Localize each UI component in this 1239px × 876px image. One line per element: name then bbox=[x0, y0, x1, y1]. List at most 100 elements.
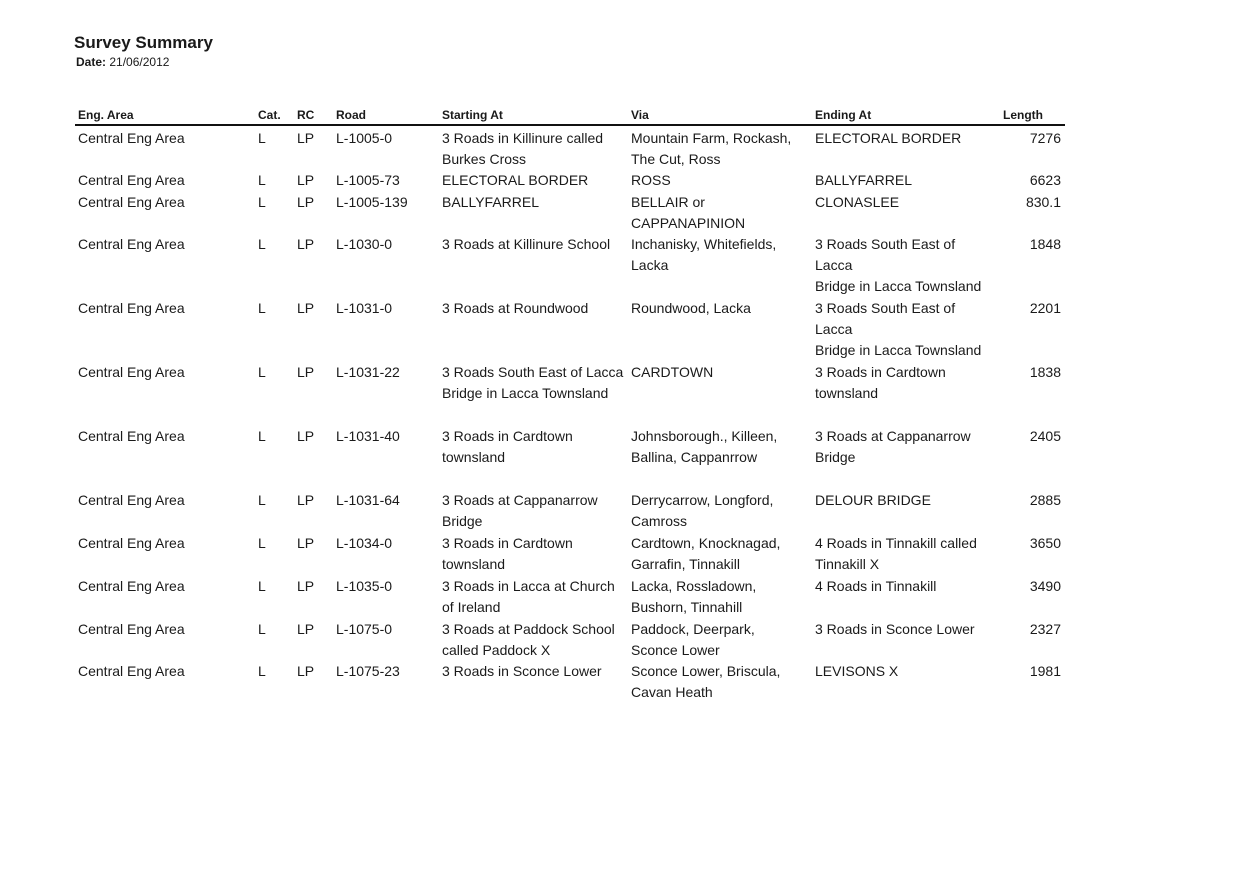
cell-length: 2885 bbox=[1029, 492, 1061, 508]
cell-cat: L bbox=[258, 492, 266, 508]
cell-via: ROSS bbox=[631, 172, 671, 188]
cell-road: L-1005-0 bbox=[336, 130, 393, 146]
cell-ending-at: 3 Roads South East of Lacca Bridge in La… bbox=[815, 300, 982, 358]
cell-eng-area: Central Eng Area bbox=[78, 621, 185, 637]
cell-via: Sconce Lower, Briscula, Cavan Heath bbox=[631, 663, 781, 700]
cell-eng-area: Central Eng Area bbox=[78, 300, 185, 316]
cell-rc: LP bbox=[297, 236, 315, 252]
cell-starting-at: BALLYFARREL bbox=[442, 194, 540, 210]
cell-starting-at: 3 Roads at Roundwood bbox=[442, 300, 589, 316]
column-header-length: Length bbox=[1003, 108, 1043, 122]
cell-eng-area: Central Eng Area bbox=[78, 492, 185, 508]
cell-cat: L bbox=[258, 194, 266, 210]
cell-eng-area: Central Eng Area bbox=[78, 172, 185, 188]
cell-cat: L bbox=[258, 578, 266, 594]
cell-ending-at: CLONASLEE bbox=[815, 194, 900, 210]
cell-eng-area: Central Eng Area bbox=[78, 578, 185, 594]
cell-via: Paddock, Deerpark, Sconce Lower bbox=[631, 621, 755, 658]
date-label: Date: bbox=[76, 55, 107, 69]
cell-ending-at: 3 Roads in Cardtown townsland bbox=[815, 364, 946, 401]
column-header-eng-area: Eng. Area bbox=[78, 108, 134, 122]
cell-length: 6623 bbox=[1029, 172, 1061, 188]
cell-length: 830.1 bbox=[1025, 194, 1061, 210]
cell-cat: L bbox=[258, 535, 266, 551]
cell-road: L-1034-0 bbox=[336, 535, 393, 551]
date-value: 21/06/2012 bbox=[109, 55, 170, 69]
cell-eng-area: Central Eng Area bbox=[78, 663, 185, 679]
cell-length: 2327 bbox=[1029, 621, 1061, 637]
cell-ending-at: 3 Roads South East of Lacca Bridge in La… bbox=[815, 236, 982, 294]
cell-starting-at: 3 Roads in Lacca at Church of Ireland bbox=[442, 578, 615, 615]
cell-rc: LP bbox=[297, 492, 315, 508]
column-header-starting-at: Starting At bbox=[442, 108, 503, 122]
cell-road: L-1031-0 bbox=[336, 300, 393, 316]
cell-eng-area: Central Eng Area bbox=[78, 535, 185, 551]
cell-ending-at: ELECTORAL BORDER bbox=[815, 130, 962, 146]
cell-length: 2201 bbox=[1029, 300, 1061, 316]
cell-length: 2405 bbox=[1029, 428, 1061, 444]
cell-via: Roundwood, Lacka bbox=[631, 300, 751, 316]
cell-road: L-1031-22 bbox=[336, 364, 400, 380]
cell-rc: LP bbox=[297, 663, 315, 679]
cell-road: L-1031-40 bbox=[336, 428, 400, 444]
cell-starting-at: 3 Roads at Paddock School called Paddock… bbox=[442, 621, 615, 658]
cell-eng-area: Central Eng Area bbox=[78, 194, 185, 210]
cell-via: CARDTOWN bbox=[631, 364, 714, 380]
cell-road: L-1031-64 bbox=[336, 492, 400, 508]
cell-cat: L bbox=[258, 236, 266, 252]
cell-ending-at: DELOUR BRIDGE bbox=[815, 492, 931, 508]
cell-rc: LP bbox=[297, 172, 315, 188]
cell-rc: LP bbox=[297, 300, 315, 316]
cell-ending-at: BALLYFARREL bbox=[815, 172, 913, 188]
cell-cat: L bbox=[258, 428, 266, 444]
cell-via: Inchanisky, Whitefields, Lacka bbox=[631, 236, 777, 273]
cell-starting-at: 3 Roads in Sconce Lower bbox=[442, 663, 602, 679]
cell-starting-at: 3 Roads at Killinure School bbox=[442, 236, 611, 252]
cell-rc: LP bbox=[297, 130, 315, 146]
cell-length: 1848 bbox=[1029, 236, 1061, 252]
cell-starting-at: 3 Roads in Cardtown townsland bbox=[442, 428, 573, 465]
cell-ending-at: 4 Roads in Tinnakill called Tinnakill X bbox=[815, 535, 977, 572]
column-header-ending-at: Ending At bbox=[815, 108, 872, 122]
column-header-rc: RC bbox=[297, 108, 315, 122]
cell-length: 3490 bbox=[1029, 578, 1061, 594]
cell-rc: LP bbox=[297, 194, 315, 210]
cell-road: L-1030-0 bbox=[336, 236, 393, 252]
cell-cat: L bbox=[258, 663, 266, 679]
cell-via: BELLAIR or CAPPANAPINION bbox=[631, 194, 746, 231]
cell-length: 1838 bbox=[1029, 364, 1061, 380]
cell-cat: L bbox=[258, 621, 266, 637]
header-rule bbox=[75, 124, 1065, 126]
cell-eng-area: Central Eng Area bbox=[78, 236, 185, 252]
cell-via: Derrycarrow, Longford, Camross bbox=[631, 492, 774, 529]
column-header-cat: Cat. bbox=[258, 108, 281, 122]
cell-via: Cardtown, Knocknagad, Garrafin, Tinnakil… bbox=[631, 535, 781, 572]
cell-rc: LP bbox=[297, 578, 315, 594]
report-date: Date: 21/06/2012 bbox=[76, 55, 169, 69]
cell-eng-area: Central Eng Area bbox=[78, 130, 185, 146]
cell-via: Johnsborough., Killeen, Ballina, Cappanr… bbox=[631, 428, 778, 465]
cell-cat: L bbox=[258, 300, 266, 316]
cell-length: 7276 bbox=[1029, 130, 1061, 146]
cell-ending-at: 3 Roads in Sconce Lower bbox=[815, 621, 975, 637]
cell-road: L-1035-0 bbox=[336, 578, 393, 594]
cell-road: L-1075-23 bbox=[336, 663, 400, 679]
cell-rc: LP bbox=[297, 621, 315, 637]
cell-road: L-1075-0 bbox=[336, 621, 393, 637]
column-header-via: Via bbox=[631, 108, 649, 122]
cell-road: L-1005-139 bbox=[336, 194, 408, 210]
cell-via: Mountain Farm, Rockash, The Cut, Ross bbox=[631, 130, 792, 167]
cell-ending-at: LEVISONS X bbox=[815, 663, 899, 679]
cell-rc: LP bbox=[297, 364, 315, 380]
cell-starting-at: 3 Roads in Cardtown townsland bbox=[442, 535, 573, 572]
cell-starting-at: ELECTORAL BORDER bbox=[442, 172, 589, 188]
cell-rc: LP bbox=[297, 535, 315, 551]
cell-road: L-1005-73 bbox=[336, 172, 400, 188]
cell-length: 3650 bbox=[1029, 535, 1061, 551]
cell-ending-at: 3 Roads at Cappanarrow Bridge bbox=[815, 428, 971, 465]
cell-eng-area: Central Eng Area bbox=[78, 364, 185, 380]
cell-cat: L bbox=[258, 172, 266, 188]
cell-starting-at: 3 Roads in Killinure called Burkes Cross bbox=[442, 130, 604, 167]
cell-via: Lacka, Rossladown, Bushorn, Tinnahill bbox=[631, 578, 757, 615]
page-title: Survey Summary bbox=[74, 33, 213, 52]
